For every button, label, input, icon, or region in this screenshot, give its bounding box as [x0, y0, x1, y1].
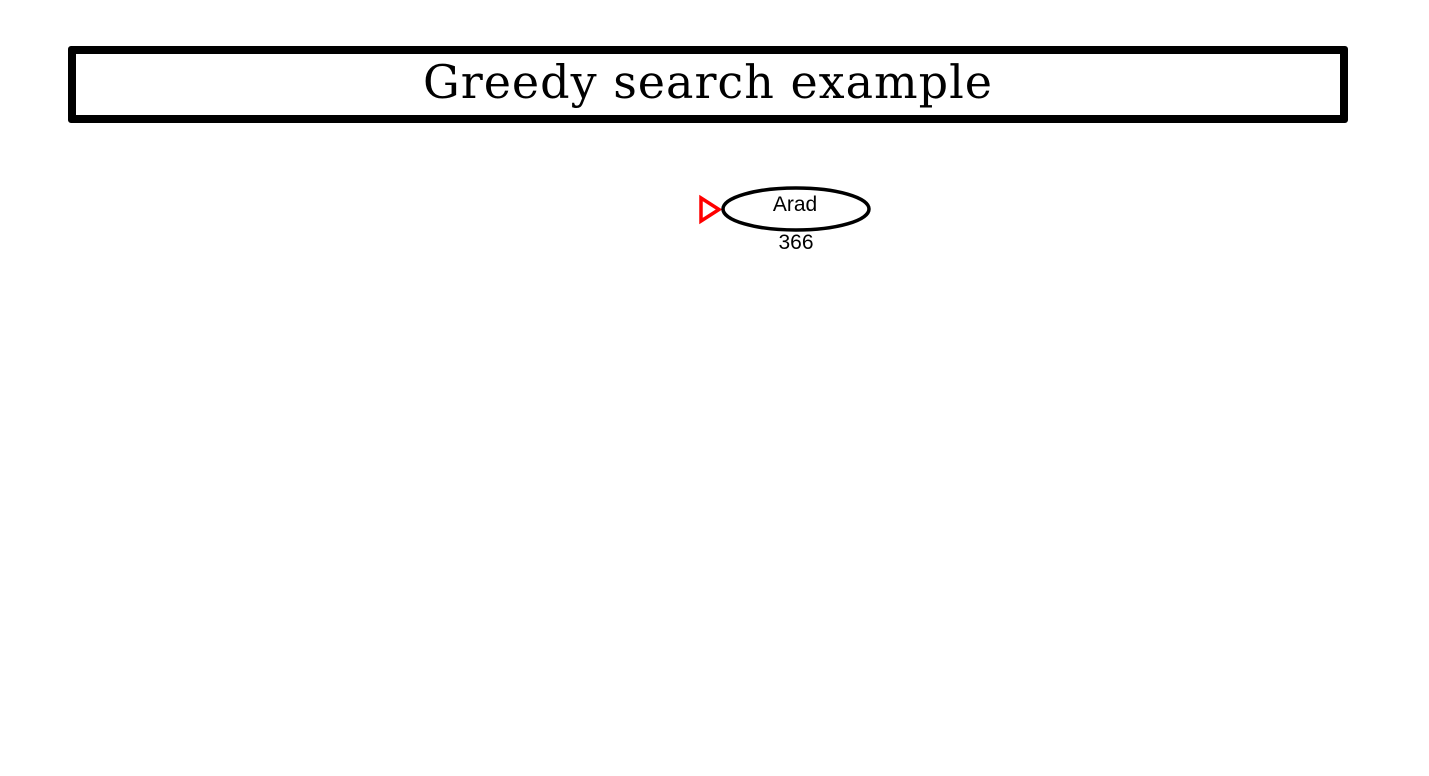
node-heuristic-value: 366 — [778, 231, 813, 254]
title-box: Greedy search example — [68, 46, 1348, 123]
slide-title: Greedy search example — [422, 54, 994, 109]
expansion-marker-icon — [699, 194, 723, 225]
tree-node-root: Arad 366 — [699, 186, 871, 254]
node-city-label: Arad — [773, 193, 817, 216]
node-ellipse — [721, 186, 871, 232]
